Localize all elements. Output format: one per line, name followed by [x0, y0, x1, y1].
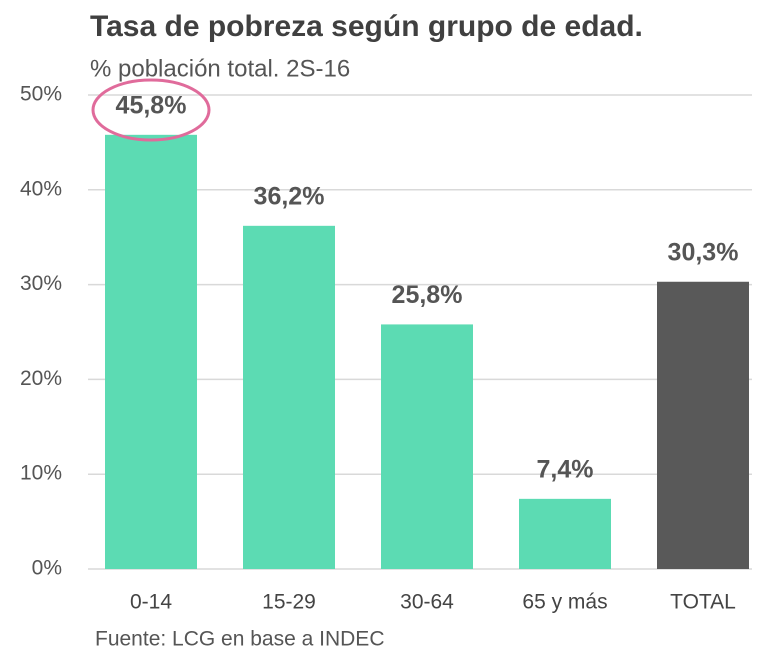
highlight-ellipse [91, 78, 211, 142]
y-tick-label: 30% [20, 272, 62, 295]
value-label: 30,3% [668, 238, 739, 266]
y-tick-label: 10% [20, 462, 62, 485]
bar [243, 225, 335, 569]
bar [657, 281, 749, 569]
y-tick-label: 40% [20, 177, 62, 200]
value-label: 36,2% [254, 182, 325, 210]
value-label: 7,4% [537, 455, 594, 483]
chart-subtitle: % población total. 2S-16 [90, 55, 350, 82]
bar [519, 498, 611, 569]
x-tick-label: TOTAL [670, 591, 736, 614]
bar [381, 324, 473, 569]
plot-area: 0% 10% 20% 30% 40% 50% 45,8% 0-14 36,2% 15-29 25,8… [20, 83, 752, 614]
bar [105, 134, 197, 570]
chart-title: Tasa de pobreza según grupo de edad. [90, 10, 643, 43]
y-tick-label: 20% [20, 367, 62, 390]
y-tick-label: 0% [32, 557, 62, 580]
x-tick-label: 30-64 [400, 591, 454, 614]
value-label: 25,8% [392, 281, 463, 309]
x-tick-label: 65 y más [522, 591, 607, 614]
value-label: 45,8% [116, 91, 187, 119]
x-tick-label: 0-14 [130, 591, 172, 614]
x-tick-label: 15-29 [262, 591, 316, 614]
y-tick-label: 50% [20, 83, 62, 106]
source-note: Fuente: LCG en base a INDEC [95, 628, 384, 651]
